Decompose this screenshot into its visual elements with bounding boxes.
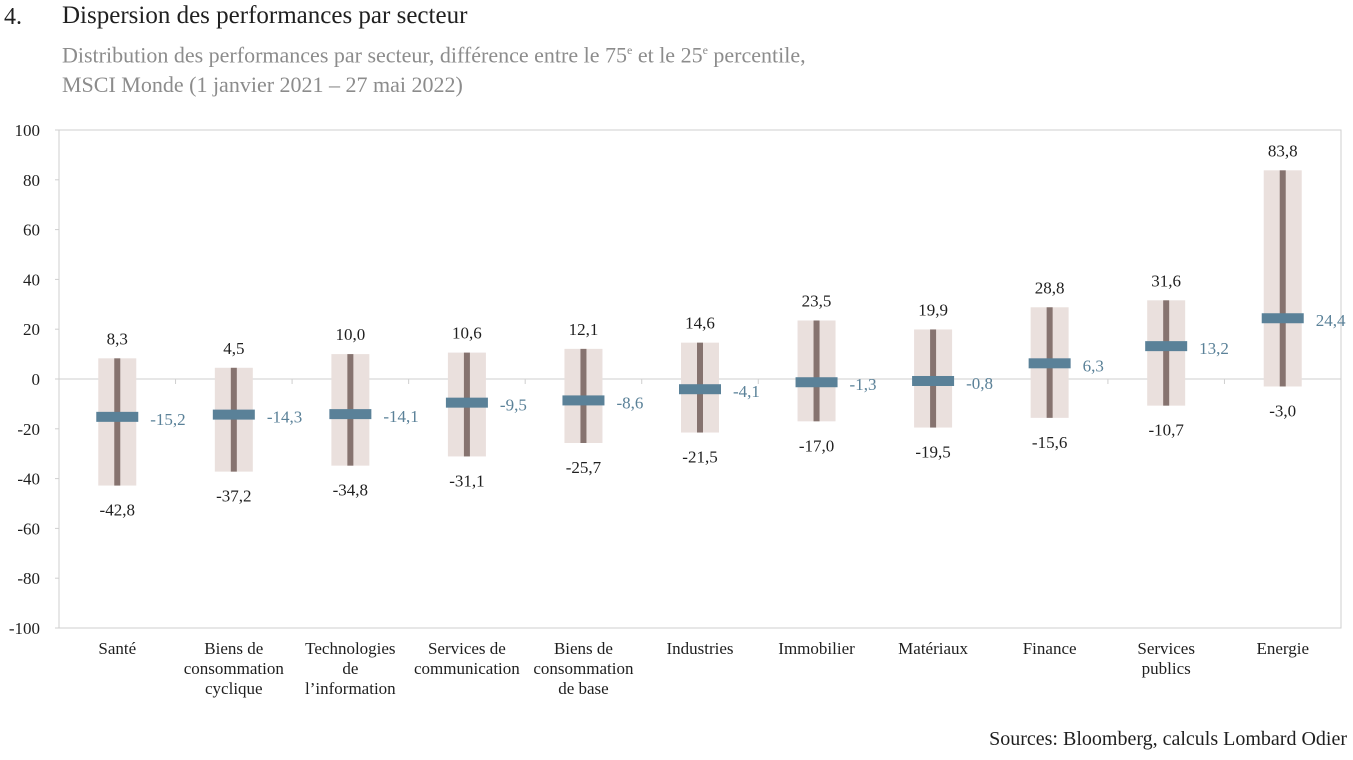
high-value-label: 10,0 [335,325,365,344]
category-label: publics [1142,659,1191,678]
y-tick-label: -20 [17,420,40,439]
median-value-label: -8,6 [616,393,643,412]
range-line [230,367,237,472]
low-value-label: -3,0 [1269,401,1296,420]
range-line [1163,300,1170,406]
high-value-label: 19,9 [918,300,948,319]
category-label: de base [558,679,609,698]
low-value-label: -15,6 [1032,433,1067,452]
category-label: Energie [1256,639,1309,658]
category-label: Services de [428,639,506,658]
median-value-label: -15,2 [150,410,185,429]
median-value-label: -4,1 [733,382,760,401]
range-line [114,358,121,486]
category-label: cyclique [205,679,263,698]
category-label: consommation [184,659,285,678]
median-marker [679,384,721,395]
median-marker [1145,341,1188,352]
range-chart: 100 80 60 40 20 0 -20 -40 -60 -80 -100 8,3 -42,8 -15,… [9,121,1346,698]
subtitle-line-1: Distribution des performances par secteu… [62,35,806,70]
high-value-label: 8,3 [107,329,128,348]
y-tick-label: -40 [17,470,40,489]
median-marker [562,395,605,406]
subtitle-line-2: MSCI Monde (1 janvier 2021 – 27 mai 2022… [62,72,463,98]
chart-title: Dispersion des performances par secteur [62,2,468,29]
low-value-label: -10,7 [1148,421,1184,440]
subtitle-sup-1: e [626,43,633,57]
high-value-label: 12,1 [569,320,599,339]
category-label: Biens de [554,639,613,658]
median-value-label: -14,3 [267,408,302,427]
y-tick-label: 100 [15,121,41,140]
median-marker [912,375,955,386]
range-line [1279,170,1286,387]
median-value-label: 6,3 [1083,356,1104,375]
low-value-label: -42,8 [100,501,135,520]
median-marker [96,411,139,422]
median-marker [1028,358,1071,369]
y-tick-label: 40 [23,270,40,289]
low-value-label: -17,0 [799,436,834,455]
y-tick-label: 80 [23,171,40,190]
category-label: Immobilier [778,639,855,658]
y-tick-label: 20 [23,320,40,339]
low-value-label: -37,2 [216,487,251,506]
category-label: Finance [1023,639,1077,658]
y-tick-label: 60 [23,221,40,240]
category-label: Technologies [305,639,395,658]
low-value-label: -31,1 [449,471,484,490]
y-tick-label: -80 [17,569,40,588]
subtitle-text-c: percentile, [707,42,806,68]
median-value-label: 13,2 [1199,339,1229,358]
subtitle-text-b: et le 25 [632,42,703,68]
low-value-label: -21,5 [682,448,717,467]
category-label: Services [1137,639,1195,658]
high-value-label: 23,5 [802,291,832,310]
figure-number: 4. [4,4,22,30]
high-value-label: 4,5 [223,339,244,358]
median-marker [212,409,255,420]
category-label: Industries [666,639,733,658]
median-marker [1261,313,1304,324]
median-value-label: -14,1 [383,407,418,426]
median-value-label: 24,4 [1316,311,1346,330]
category-label: communication [414,659,520,678]
category-label: l’information [305,679,396,698]
y-tick-label: -100 [9,619,40,638]
y-tick-label: -60 [17,519,40,538]
category-label: Santé [98,639,136,658]
median-value-label: -0,8 [966,374,993,393]
y-tick-label: 0 [32,370,41,389]
high-value-label: 28,8 [1035,278,1065,297]
median-marker [445,397,488,408]
low-value-label: -34,8 [333,481,368,500]
low-value-label: -25,7 [566,458,602,477]
range-line [813,320,820,422]
high-value-label: 10,6 [452,324,482,343]
high-value-label: 31,6 [1151,271,1181,290]
median-marker [795,377,838,388]
subtitle-sup-2: e [702,43,708,57]
source-note: Sources: Bloomberg, calculs Lombard Odie… [989,728,1347,750]
chart-subtitle: Distribution des performances par secteu… [62,35,806,100]
category-label: consommation [533,659,634,678]
high-value-label: 83,8 [1268,141,1298,160]
high-value-label: 14,6 [685,314,715,333]
subtitle-text-a: Distribution des performances par secteu… [62,42,627,68]
median-marker [329,409,372,420]
median-value-label: -1,3 [850,375,877,394]
category-label: Biens de [204,639,263,658]
category-label: de [342,659,358,678]
category-label: Matériaux [898,639,968,658]
median-value-label: -9,5 [500,396,527,415]
low-value-label: -19,5 [915,443,950,462]
